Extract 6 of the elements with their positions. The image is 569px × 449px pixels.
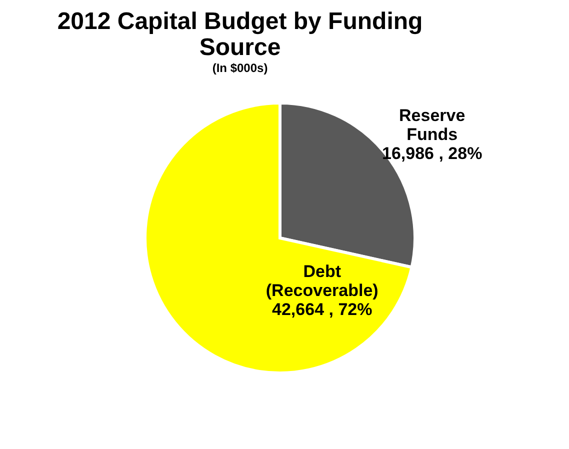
data-label: 42,664 , 72% (272, 300, 372, 319)
chart-title: 2012 Capital Budget by Funding Source (57, 8, 423, 61)
chart-subtitle: (In $000s) (212, 61, 268, 75)
slice-label: Reserve Funds (399, 106, 466, 144)
slice-label: Debt (Recoverable) (266, 262, 378, 300)
data-label: 16,986 , 28% (382, 144, 482, 163)
